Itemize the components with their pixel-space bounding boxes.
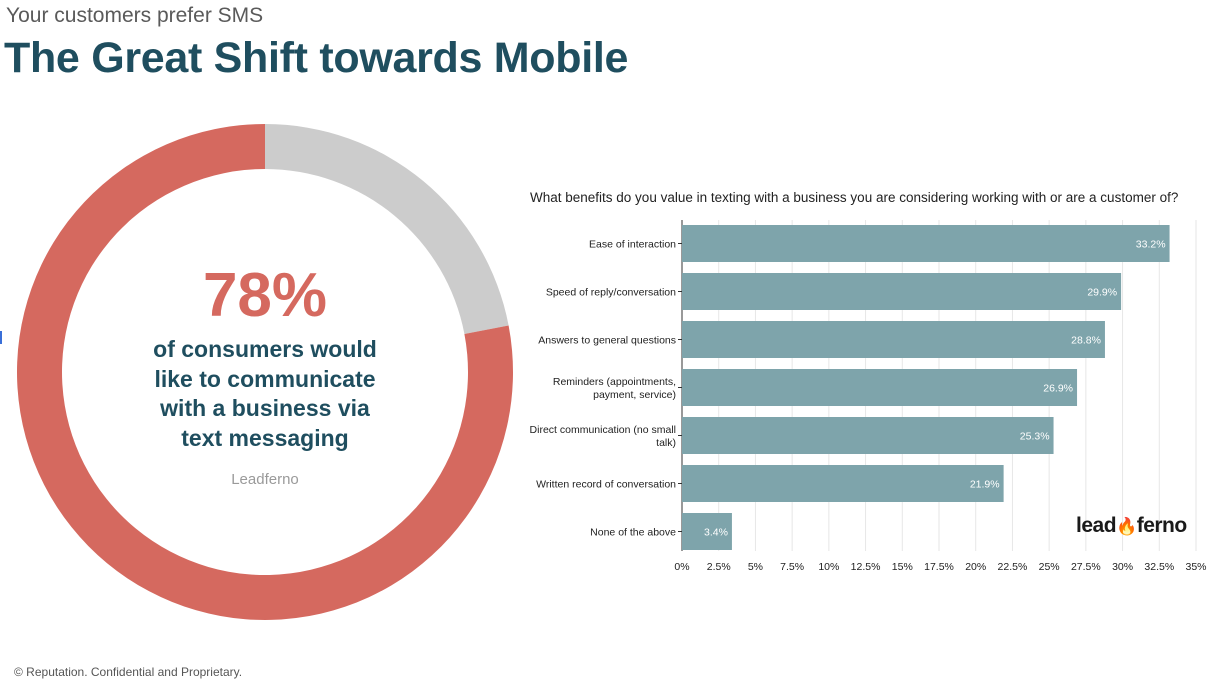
x-tick-label: 17.5% xyxy=(924,561,954,573)
x-tick-label: 22.5% xyxy=(998,561,1028,573)
category-label: payment, service) xyxy=(593,389,676,401)
x-tick-label: 7.5% xyxy=(780,561,804,573)
category-label: Direct communication (no small xyxy=(530,424,676,436)
x-tick-label: 35% xyxy=(1185,561,1206,573)
data-label: 28.8% xyxy=(1071,335,1101,347)
data-label: 3.4% xyxy=(704,527,728,539)
donut-chart xyxy=(16,124,514,620)
x-tick-label: 30% xyxy=(1112,561,1133,573)
edge-marker xyxy=(0,331,2,344)
donut-caption: of consumers would like to communicate w… xyxy=(120,335,410,453)
x-tick-label: 2.5% xyxy=(707,561,731,573)
donut-caption-line: with a business via xyxy=(160,395,370,421)
data-label: 29.9% xyxy=(1087,287,1117,299)
bar xyxy=(682,513,732,550)
data-label: 21.9% xyxy=(970,479,1000,491)
donut-caption-line: of consumers would xyxy=(153,336,377,362)
x-tick-label: 5% xyxy=(748,561,763,573)
flame-icon: 🔥 xyxy=(1116,517,1137,536)
x-tick-label: 15% xyxy=(892,561,913,573)
bar-chart: 33.2% Ease of interaction 29.9% Speed of re… xyxy=(530,220,1207,573)
bar xyxy=(682,417,1054,454)
donut-caption-line: like to communicate xyxy=(154,365,376,392)
x-tick-label: 25% xyxy=(1039,561,1060,573)
data-label: 25.3% xyxy=(1020,431,1050,443)
category-label: Speed of reply/conversation xyxy=(546,287,676,299)
donut-percent: 78% xyxy=(202,261,328,330)
data-label: 33.2% xyxy=(1136,239,1166,251)
donut-slice-1 xyxy=(265,124,509,334)
bar xyxy=(682,465,1004,502)
category-label: Written record of conversation xyxy=(536,479,676,491)
x-tick-label: 27.5% xyxy=(1071,561,1101,573)
bar xyxy=(682,321,1105,358)
logo-text-left: lead xyxy=(1076,514,1117,537)
leadferno-logo: lead🔥ferno xyxy=(1076,514,1187,538)
x-tick-label: 20% xyxy=(965,561,986,573)
donut-source: Leadferno xyxy=(231,471,299,488)
bar xyxy=(682,369,1078,406)
bar-chart-title: What benefits do you value in texting wi… xyxy=(530,190,1179,205)
category-label: Reminders (appointments, xyxy=(553,376,676,388)
x-tick-label: 0% xyxy=(674,561,689,573)
bar xyxy=(682,225,1170,262)
category-label: Answers to general questions xyxy=(538,335,676,347)
slide-subtitle: Your customers prefer SMS xyxy=(6,4,264,27)
x-tick-label: 12.5% xyxy=(851,561,881,573)
category-label: None of the above xyxy=(590,527,676,539)
category-label: talk) xyxy=(656,437,676,449)
category-label: Ease of interaction xyxy=(589,239,676,251)
x-tick-label: 32.5% xyxy=(1144,561,1174,573)
x-tick-label: 10% xyxy=(818,561,839,573)
slide-title: The Great Shift towards Mobile xyxy=(4,34,629,82)
donut-caption-line: text messaging xyxy=(181,424,349,451)
footer-copyright: © Reputation. Confidential and Proprieta… xyxy=(14,665,243,679)
logo-text-right: ferno xyxy=(1136,514,1188,537)
data-label: 26.9% xyxy=(1043,383,1073,395)
bar xyxy=(682,273,1122,310)
